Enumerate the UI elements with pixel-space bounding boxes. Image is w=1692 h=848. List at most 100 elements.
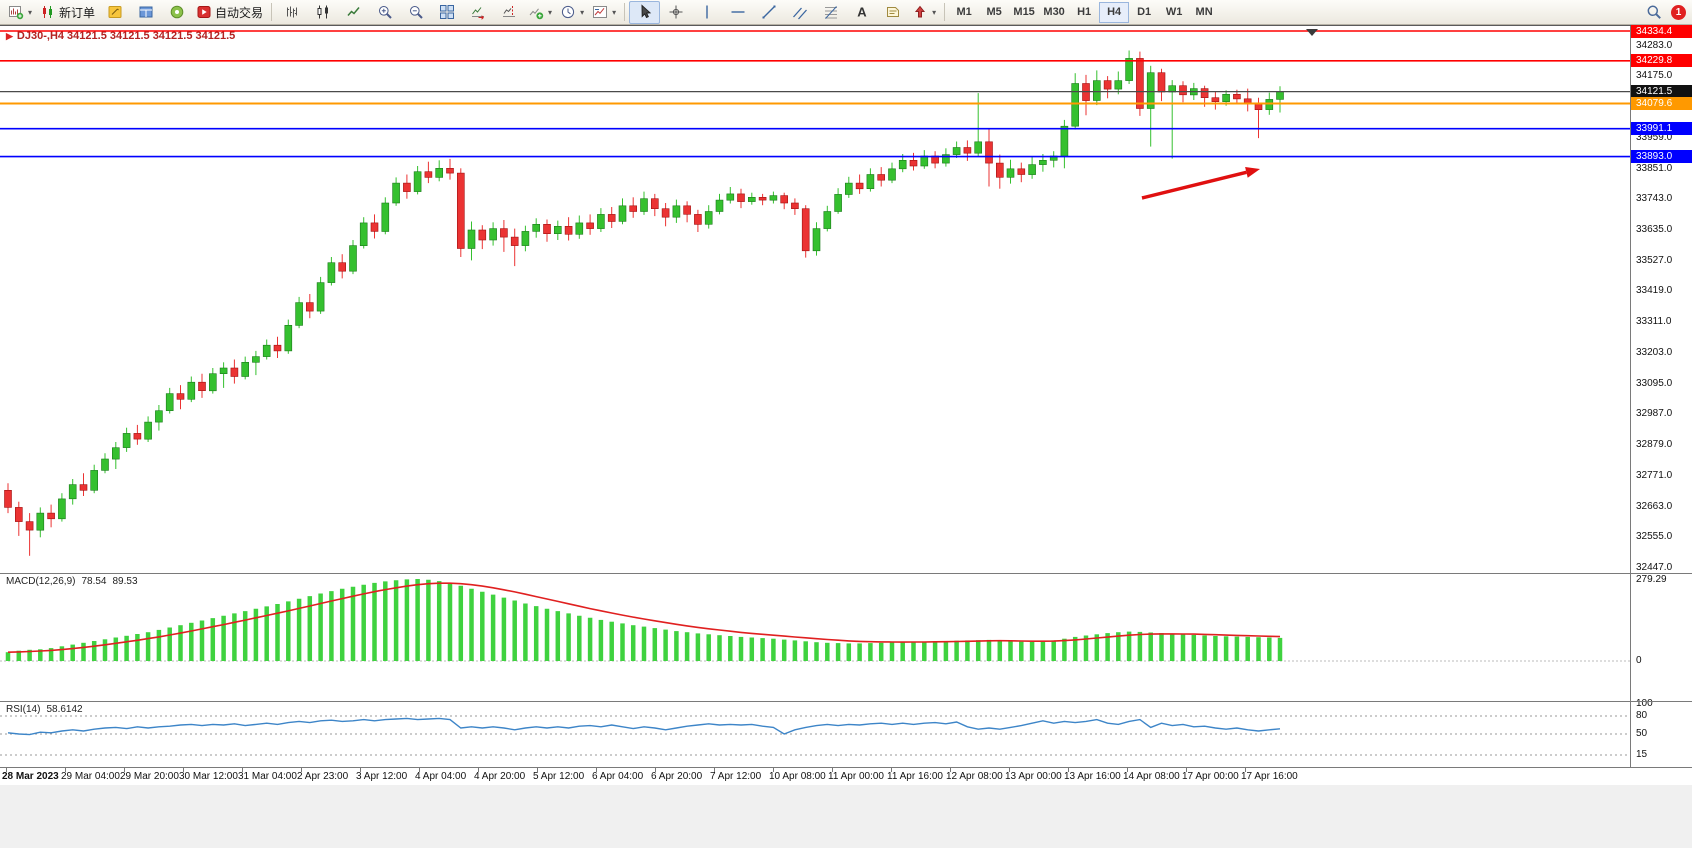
bar-chart-icon xyxy=(286,6,297,18)
app-background xyxy=(0,784,1692,848)
line-chart-button[interactable] xyxy=(338,1,369,24)
channel-tool-button[interactable] xyxy=(784,1,815,24)
main-toolbar: ▾ 新订单 自动交易 ▾ ▾ ▾ A ▾ M1 M5 M15 M30 H1 H4 D1 W1 MN 1 xyxy=(0,0,1692,25)
one-click-trading-expander[interactable]: ▶ xyxy=(6,30,13,41)
candlestick-chart-button[interactable] xyxy=(307,1,338,24)
notification-badge[interactable]: 1 xyxy=(1671,4,1686,20)
periods-button[interactable]: ▾ xyxy=(556,1,588,24)
price-scale[interactable]: 34283.034175.034067.033959.033851.033743… xyxy=(1630,25,1692,767)
chart-shift-icon xyxy=(502,6,515,17)
time-tick xyxy=(1127,768,1128,772)
timeframe-h4-button[interactable]: H4 xyxy=(1099,1,1130,23)
rsi-canvas[interactable] xyxy=(0,701,1630,767)
price-badge: 34334.4 xyxy=(1631,25,1692,38)
timeframe-m30-button[interactable]: M30 xyxy=(1043,6,1065,18)
auto-scroll-button[interactable] xyxy=(462,1,493,24)
new-order-button[interactable]: 新订单 xyxy=(36,1,99,24)
price-tick-label: 32663.0 xyxy=(1636,501,1673,512)
timeframe-w1-button[interactable]: W1 xyxy=(1165,6,1183,18)
zoom-out-icon xyxy=(409,6,423,19)
cursor-icon xyxy=(641,4,651,19)
arrows-tool-button[interactable]: ▾ xyxy=(908,1,940,24)
autotrading-button[interactable]: 自动交易 xyxy=(192,1,267,24)
text-label-tool-button[interactable] xyxy=(877,1,908,24)
chart-shift-button[interactable] xyxy=(493,1,524,24)
trendline-tool-button[interactable] xyxy=(753,1,784,24)
horizontal-line-tool-button[interactable] xyxy=(722,1,753,24)
svg-text:A: A xyxy=(857,5,867,20)
time-label: 28 Mar 2023 xyxy=(2,771,59,782)
macd-canvas[interactable] xyxy=(0,573,1630,701)
time-label: 11 Apr 00:00 xyxy=(828,771,884,782)
autotrading-label: 自动交易 xyxy=(215,5,264,20)
main-chart-canvas[interactable] xyxy=(0,26,1630,573)
metaeditor-button[interactable] xyxy=(99,1,130,24)
fibonacci-icon xyxy=(824,6,837,19)
price-tick-label: 33419.0 xyxy=(1636,285,1673,296)
time-tick xyxy=(360,768,361,772)
timeframe-d1-button[interactable]: D1 xyxy=(1137,6,1152,18)
macd-value: 78.54 xyxy=(81,576,107,587)
time-tick xyxy=(832,768,833,772)
main-chart-pane[interactable] xyxy=(0,26,1630,573)
time-tick xyxy=(891,768,892,772)
tile-windows-button[interactable] xyxy=(431,1,462,24)
tile-windows-icon xyxy=(439,5,454,19)
arrows-icon xyxy=(915,5,926,18)
timeframes-toolbar-group: M1 M5 M15 M30 H1 H4 D1 W1 MN xyxy=(949,1,1219,23)
time-tick xyxy=(1068,768,1069,772)
trend-arrow-annotation[interactable] xyxy=(1141,167,1260,200)
time-tick xyxy=(1009,768,1010,772)
macd-scale-zero: 0 xyxy=(1636,655,1642,666)
candle-chart-icon xyxy=(317,5,328,19)
toolbar-separator xyxy=(271,3,273,21)
autotrading-icon xyxy=(197,6,211,18)
price-badge: 33991.1 xyxy=(1631,122,1692,135)
chart-toolbar-group: ▾ ▾ ▾ xyxy=(276,1,620,24)
time-tick xyxy=(478,768,479,772)
zoom-out-button[interactable] xyxy=(400,1,431,24)
price-tick-label: 34283.0 xyxy=(1636,40,1673,51)
zoom-in-icon xyxy=(378,6,392,19)
data-window-button[interactable] xyxy=(130,1,161,24)
pane-separator[interactable] xyxy=(0,573,1692,574)
timeframe-h1-button[interactable]: H1 xyxy=(1077,6,1092,18)
search-icon[interactable] xyxy=(1646,4,1662,20)
new-chart-button[interactable]: ▾ xyxy=(4,1,36,24)
toolbar-separator xyxy=(624,3,626,21)
chart-shift-marker[interactable] xyxy=(1306,29,1318,36)
pane-separator[interactable] xyxy=(0,701,1692,702)
zoom-in-button[interactable] xyxy=(369,1,400,24)
price-tick-label: 33527.0 xyxy=(1636,255,1673,266)
time-label: 13 Apr 00:00 xyxy=(1005,771,1062,782)
macd-pane[interactable] xyxy=(0,573,1630,701)
text-tool-button[interactable]: A xyxy=(846,1,877,24)
templates-button[interactable]: ▾ xyxy=(588,1,620,24)
cursor-tool-button[interactable] xyxy=(629,0,661,24)
trendline-icon xyxy=(762,5,776,19)
chart-window: ▶ DJ30-,H4 34121.5 34121.5 34121.5 34121… xyxy=(0,25,1692,785)
time-tick xyxy=(537,768,538,772)
indicators-list-button[interactable]: ▾ xyxy=(524,1,556,24)
price-tick-label: 33959.0 xyxy=(1636,132,1673,143)
timeframe-m5-button[interactable]: M5 xyxy=(986,6,1002,18)
time-axis[interactable]: 28 Mar 2023 29 Mar 04:00 29 Mar 20:00 30 Ma… xyxy=(0,767,1692,785)
time-label: 2 Apr 23:00 xyxy=(297,771,349,782)
time-tick xyxy=(773,768,774,772)
time-tick xyxy=(301,768,302,772)
fibonacci-tool-button[interactable] xyxy=(815,1,846,24)
timeframe-mn-button[interactable]: MN xyxy=(1195,6,1213,18)
periods-icon xyxy=(561,5,575,19)
rsi-pane[interactable] xyxy=(0,701,1630,767)
candles-layer[interactable] xyxy=(4,50,1284,556)
community-button[interactable] xyxy=(161,1,192,24)
vertical-line-tool-button[interactable] xyxy=(691,1,722,24)
timeframe-m1-button[interactable]: M1 xyxy=(956,6,972,18)
time-label: 6 Apr 04:00 xyxy=(592,771,644,782)
bar-chart-button[interactable] xyxy=(276,1,307,24)
time-tick xyxy=(6,768,7,772)
crosshair-tool-button[interactable] xyxy=(660,1,691,24)
time-tick xyxy=(183,768,184,772)
timeframe-m15-button[interactable]: M15 xyxy=(1013,6,1035,18)
price-badge: 34121.5 xyxy=(1631,85,1692,98)
